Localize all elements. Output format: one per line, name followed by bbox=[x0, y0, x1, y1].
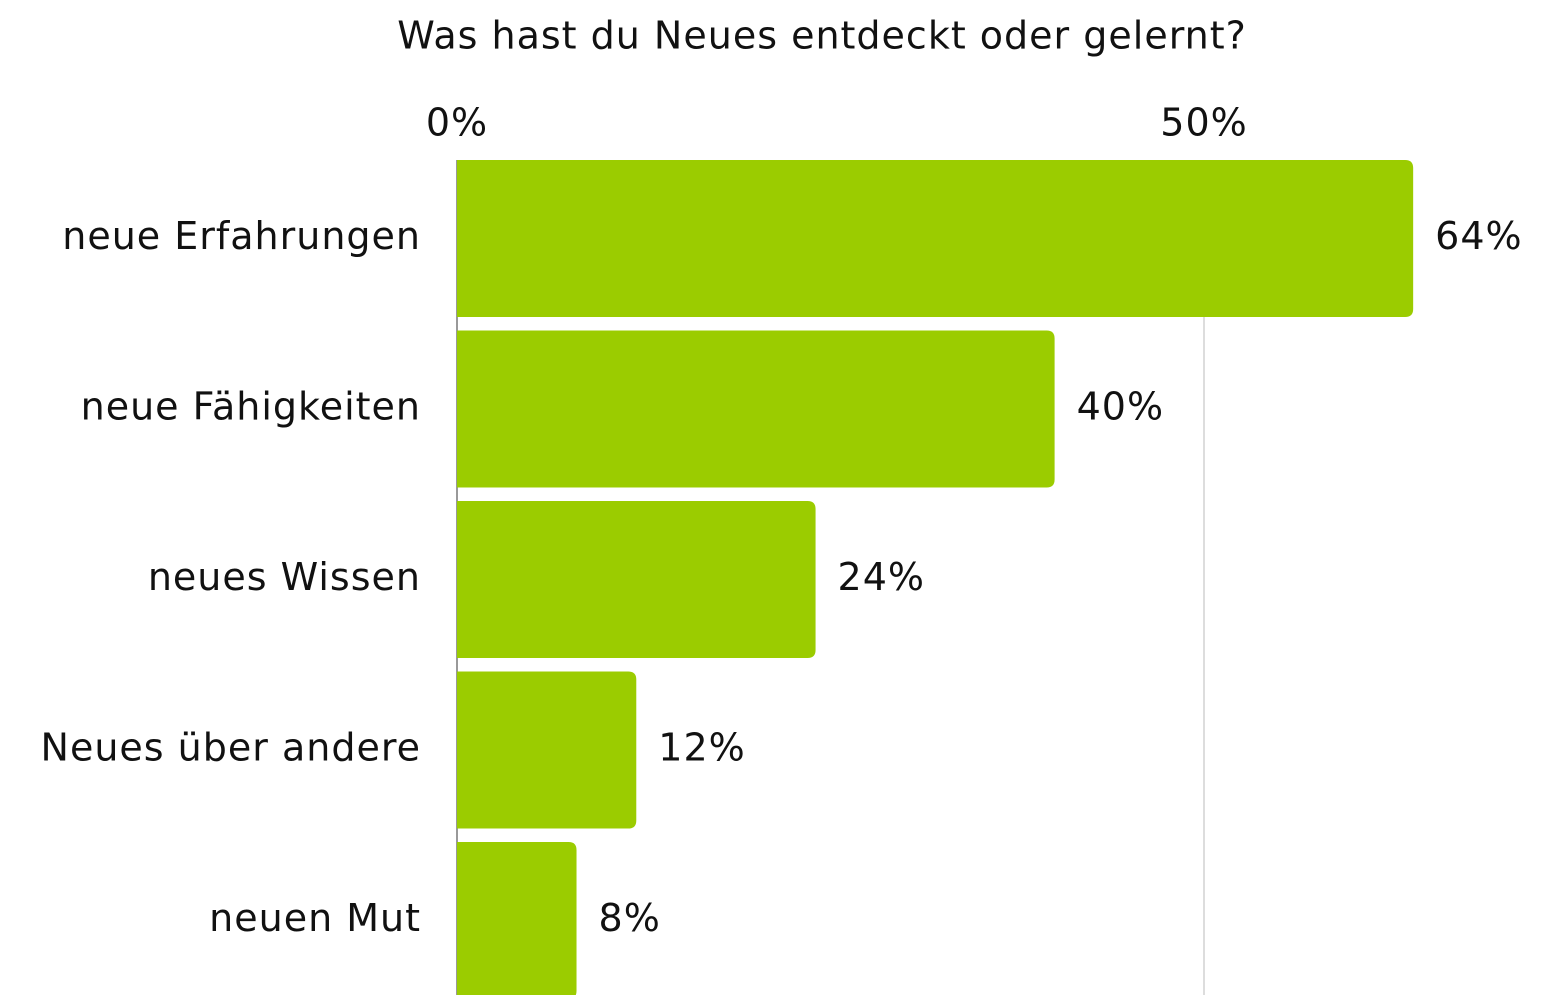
bar bbox=[457, 671, 637, 829]
y-tick-label: Neues über andere bbox=[41, 726, 421, 770]
y-tick-label: neue Erfahrungen bbox=[62, 214, 421, 258]
data-label: 40% bbox=[1077, 385, 1164, 429]
x-tick-label: 0% bbox=[426, 101, 488, 145]
y-tick-label: neuen Mut bbox=[209, 896, 421, 940]
data-label: 64% bbox=[1435, 214, 1522, 258]
bar bbox=[457, 501, 816, 658]
bar bbox=[457, 842, 577, 995]
bar bbox=[457, 160, 1414, 317]
data-label: 24% bbox=[838, 555, 925, 599]
data-label: 8% bbox=[599, 896, 661, 940]
x-tick-label: 50% bbox=[1160, 101, 1247, 145]
chart-title: Was hast du Neues entdeckt oder gelernt? bbox=[397, 14, 1247, 58]
data-label: 12% bbox=[658, 726, 745, 770]
bar bbox=[457, 330, 1055, 488]
y-tick-label: neues Wissen bbox=[148, 555, 421, 599]
y-tick-label: neue Fähigkeiten bbox=[81, 385, 421, 429]
